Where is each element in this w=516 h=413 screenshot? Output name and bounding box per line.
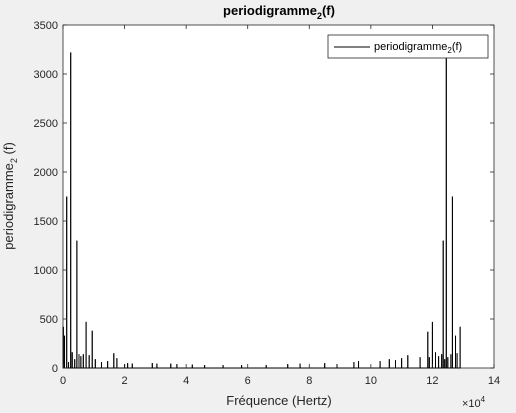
x-tick-label: 4 — [183, 375, 189, 387]
x-tick-label: 6 — [245, 375, 251, 387]
x-tick-label: 12 — [426, 375, 438, 387]
y-tick-label: 0 — [52, 363, 58, 375]
y-tick-label: 2500 — [34, 118, 58, 130]
plot-area — [62, 24, 495, 369]
x-axis-exponent-base: ×10 — [462, 398, 481, 410]
y-tick-label: 1500 — [34, 216, 58, 228]
y-axis-label: periodigramme2 (f) — [1, 142, 19, 250]
chart-title-suffix: (f) — [322, 3, 335, 18]
x-tick-label: 0 — [60, 375, 66, 387]
y-axis-label-suffix: (f) — [1, 142, 16, 158]
x-axis-exponent: ×104 — [462, 395, 486, 410]
x-tick-label: 14 — [488, 375, 500, 387]
x-tick-label: 10 — [365, 375, 377, 387]
y-tick-label: 1000 — [34, 265, 58, 277]
y-tick-label: 500 — [40, 314, 58, 326]
axis-ticks: 0 2 4 6 8 10 12 14 0 500 1000 1500 2000 2500 3000 3500 — [34, 20, 501, 387]
y-tick-label: 3500 — [34, 20, 58, 32]
chart-title: periodigramme2(f) — [223, 3, 335, 21]
x-tick-label: 8 — [306, 375, 312, 387]
y-axis-label-subscript: 2 — [9, 158, 19, 163]
chart-title-subscript: 2 — [317, 11, 322, 21]
legend-entry-subscript: 2 — [447, 46, 452, 55]
legend-entry: periodigramme2(f) — [374, 41, 462, 55]
legend: periodigramme2(f) — [327, 34, 489, 59]
chart-title-main: periodigramme — [223, 3, 317, 18]
legend-box — [327, 34, 489, 59]
y-axis-label-main: periodigramme — [1, 163, 16, 250]
y-tick-label: 3000 — [34, 69, 58, 81]
x-tick-label: 2 — [122, 375, 128, 387]
legend-entry-suffix: (f) — [452, 41, 462, 53]
y-tick-label: 2000 — [34, 167, 58, 179]
legend-entry-main: periodigramme — [374, 41, 447, 53]
x-axis-exponent-power: 4 — [481, 395, 486, 404]
series-periodigramme — [62, 52, 461, 369]
x-axis-label: Fréquence (Hertz) — [226, 393, 331, 408]
